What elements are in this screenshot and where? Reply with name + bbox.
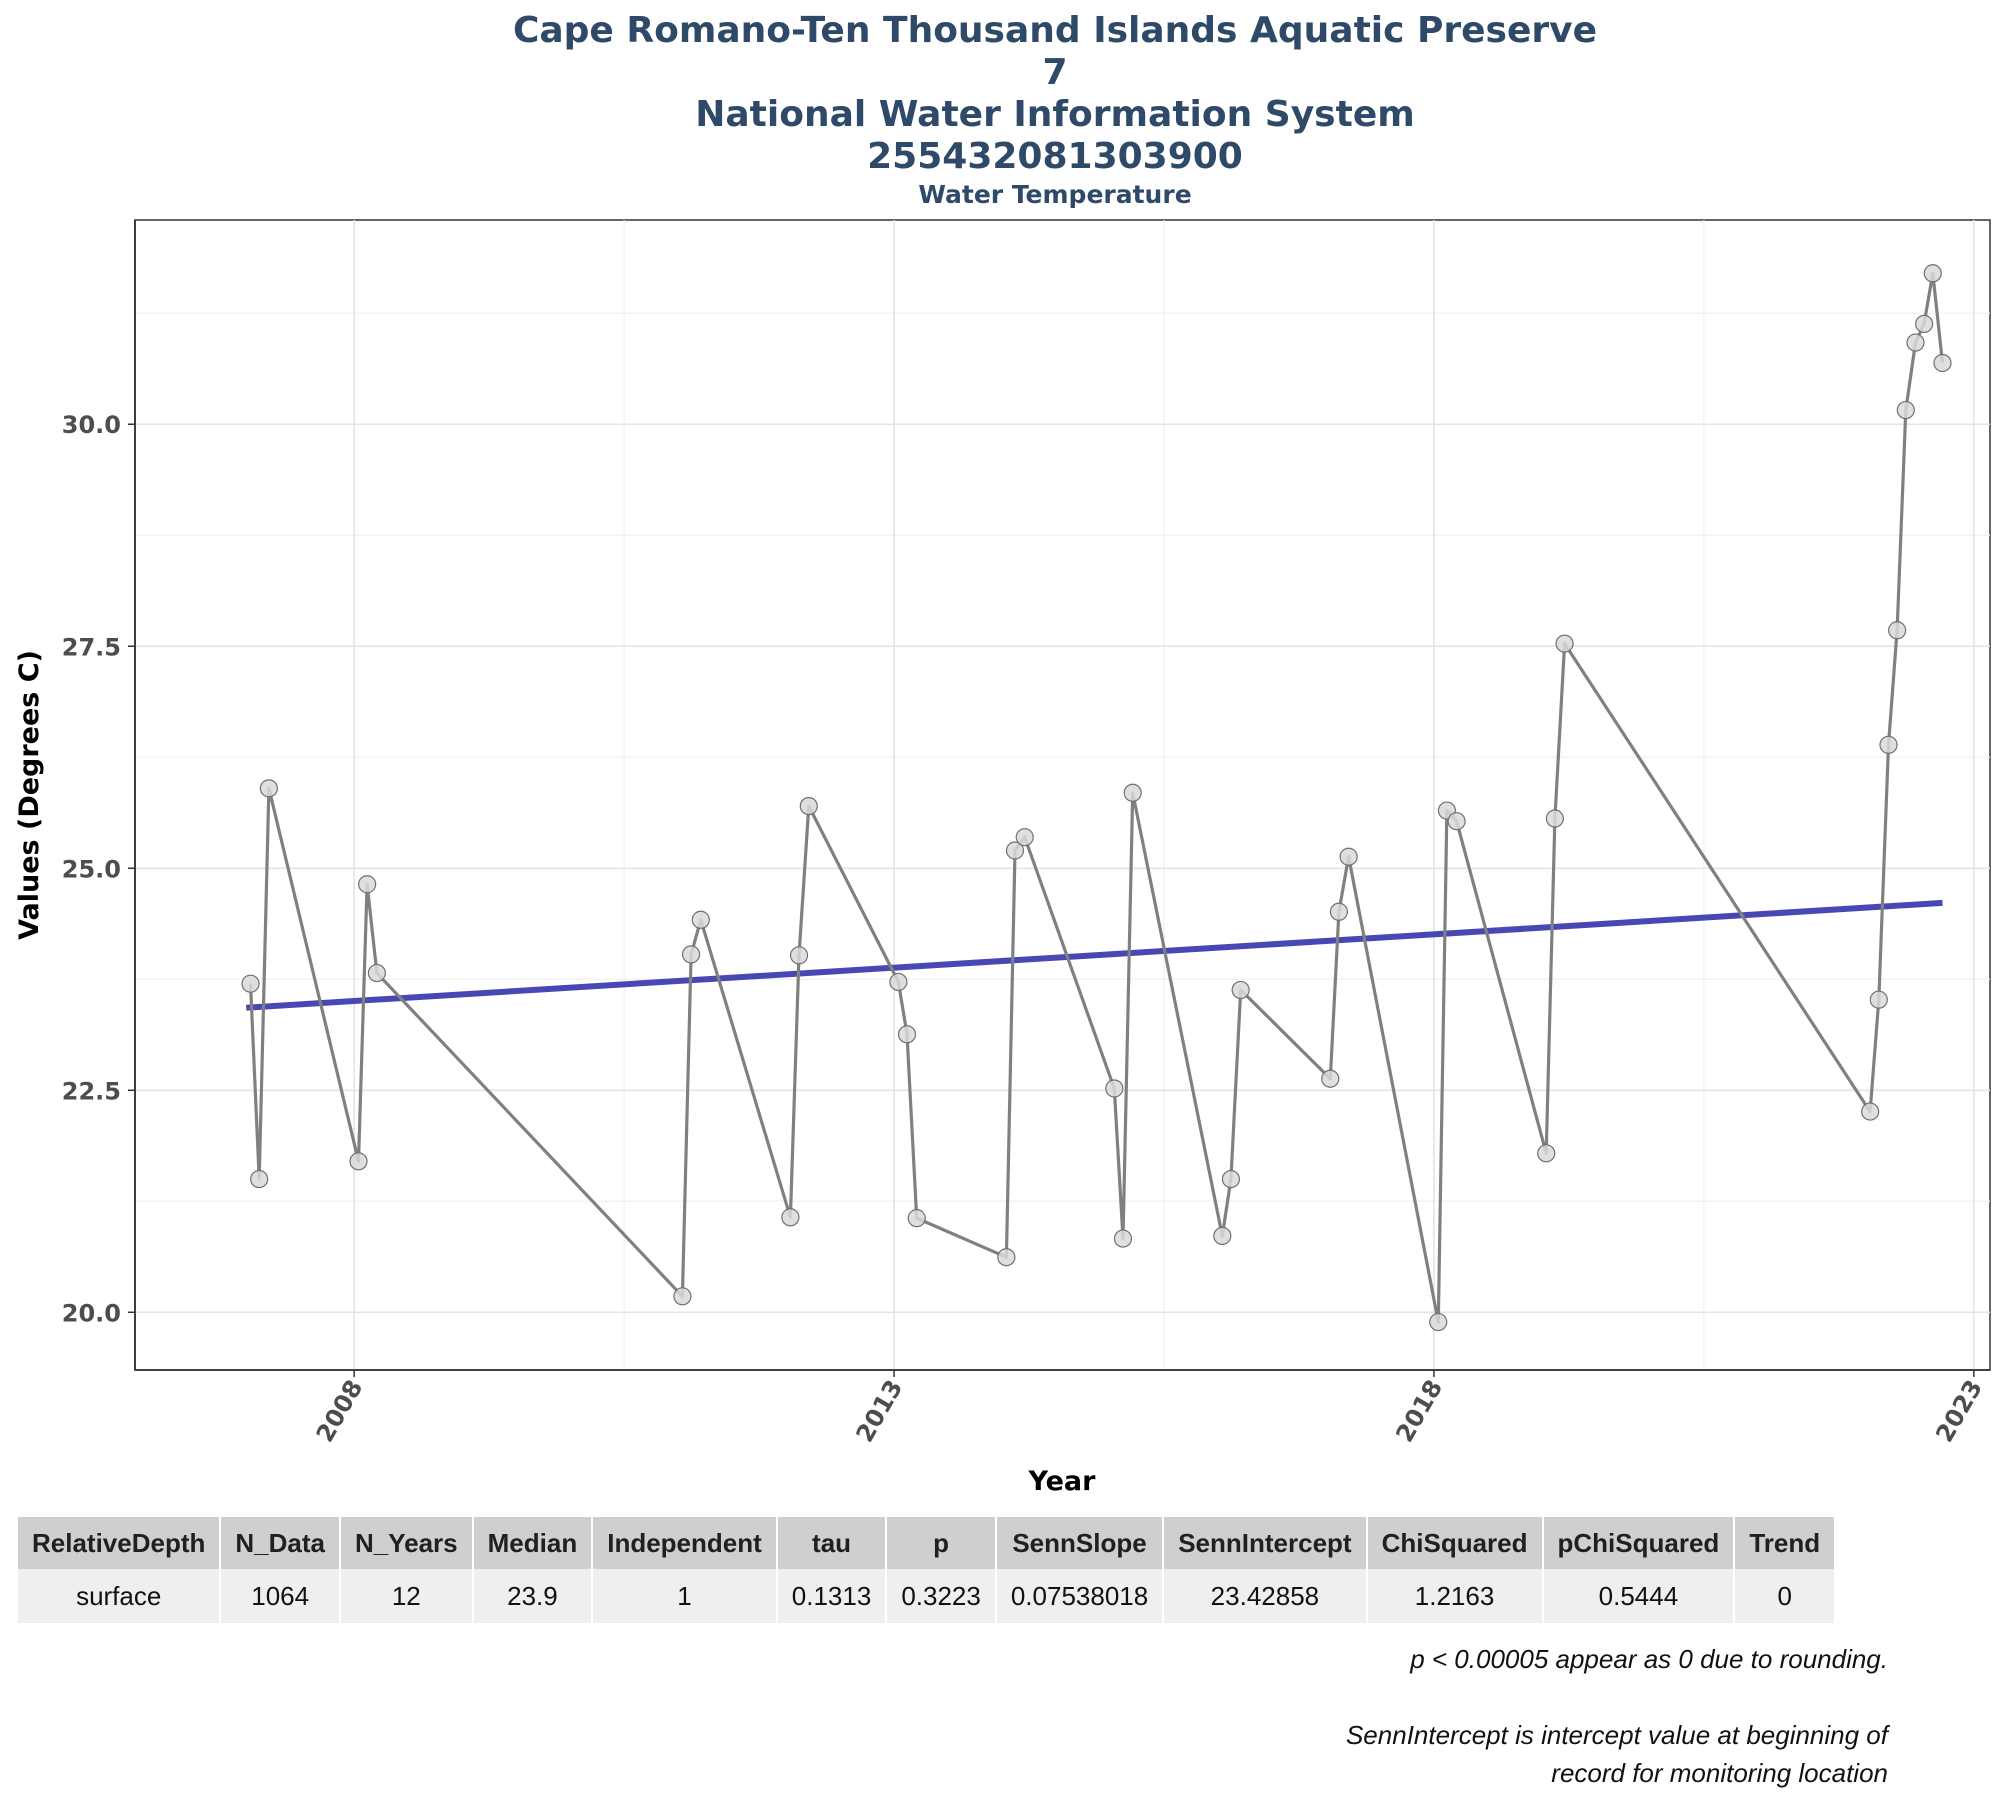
data-point: [1896, 400, 1915, 420]
x-tick-label: 2018: [1390, 1375, 1448, 1447]
x-tick-label: 2013: [851, 1375, 909, 1447]
table-header-row: RelativeDepth N_Data N_Years Median Inde…: [18, 1517, 1835, 1569]
data-point: [1329, 902, 1349, 921]
data-point: [781, 1208, 800, 1227]
chart-title-block: Cape Romano-Ten Thousand Islands Aquatic…: [0, 10, 2000, 212]
table-header: p: [887, 1517, 995, 1569]
table-cell: surface: [18, 1569, 220, 1623]
table-header: Median: [473, 1517, 592, 1569]
table-cell: 0.1313: [777, 1569, 886, 1623]
y-tick-label: 27.5: [62, 633, 121, 661]
data-point: [1339, 847, 1358, 866]
intercept-note-line: SennIntercept is intercept value at begi…: [1345, 1720, 1888, 1750]
chart-title-line: Cape Romano-Ten Thousand Islands Aquatic…: [512, 10, 1598, 51]
table-cell: 23.42858: [1164, 1569, 1366, 1623]
chart: 20.0 22.5 25.0 27.5 30.0 2008 2013 2018 2023 Yea…: [14, 219, 1991, 1497]
table-cell: 0: [1735, 1569, 1835, 1623]
trend-line: [246, 899, 1943, 1011]
data-point: [1537, 1144, 1556, 1163]
data-point: [673, 1287, 692, 1306]
table-cell: 1064: [221, 1569, 339, 1623]
table-cell: 12: [340, 1569, 472, 1623]
observation-series: [241, 264, 1952, 1332]
data-point: [259, 779, 278, 798]
series-line: [248, 271, 1945, 1324]
chart-title-line: 7: [1042, 52, 1068, 93]
data-point: [1123, 783, 1142, 802]
table-header: RelativeDepth: [18, 1517, 220, 1569]
y-tick-label: 30.0: [62, 411, 121, 439]
data-point: [1933, 353, 1952, 373]
data-point: [1906, 333, 1925, 352]
y-tick-label: 22.5: [62, 1077, 121, 1105]
data-point: [1429, 1312, 1448, 1332]
chart-subtitle: Water Temperature: [918, 180, 1192, 209]
data-point: [1915, 314, 1934, 333]
x-tick-label: 2008: [311, 1375, 369, 1447]
y-tick-label: 20.0: [62, 1299, 121, 1327]
table-cell: 23.9: [473, 1569, 592, 1623]
data-point: [897, 1025, 917, 1044]
footnotes: p < 0.00005 appear as 0 due to rounding.…: [1128, 1640, 1888, 1792]
y-tick-label: 25.0: [62, 855, 121, 883]
data-point: [349, 1152, 368, 1171]
chart-title-line: 255432081303900: [867, 136, 1243, 177]
data-point: [1113, 1229, 1133, 1248]
statistics-table: RelativeDepth N_Data N_Years Median Inde…: [16, 1517, 1836, 1623]
y-axis-label: Values (Degrees C): [14, 650, 45, 940]
data-point: [1221, 1169, 1241, 1189]
data-point: [681, 945, 701, 964]
x-axis-label: Year: [1028, 1466, 1097, 1497]
table-header: Trend: [1735, 1517, 1835, 1569]
table-header: SennIntercept: [1164, 1517, 1366, 1569]
data-point: [358, 875, 377, 894]
data-point: [250, 1169, 269, 1189]
data-point: [889, 972, 908, 992]
data-point: [799, 797, 818, 816]
trend-line-group: [246, 899, 1943, 1011]
data-point: [367, 963, 386, 983]
rounding-note: p < 0.00005 appear as 0 due to rounding.: [1410, 1644, 1888, 1674]
data-point: [997, 1248, 1016, 1267]
intercept-note-line: record for monitoring location: [1551, 1758, 1888, 1788]
table-header: pChiSquared: [1543, 1517, 1734, 1569]
table-header: N_Years: [340, 1517, 472, 1569]
plot-panel: [134, 219, 1991, 1371]
data-point: [241, 974, 260, 993]
table-header: ChiSquared: [1367, 1517, 1542, 1569]
table-header: Independent: [593, 1517, 776, 1569]
grid: [135, 220, 1990, 1370]
data-point: [1447, 812, 1466, 831]
data-point: [1213, 1226, 1232, 1246]
chart-title-line: National Water Information System: [695, 94, 1415, 135]
data-point: [1545, 809, 1564, 828]
data-point: [1888, 621, 1907, 640]
table-cell: 0.3223: [887, 1569, 995, 1623]
table-cell: 0.5444: [1543, 1569, 1734, 1623]
data-point: [1861, 1102, 1880, 1121]
data-point: [1879, 735, 1898, 754]
data-point: [1105, 1079, 1124, 1098]
data-point: [1321, 1069, 1340, 1088]
table-cell: 0.07538018: [996, 1569, 1163, 1623]
data-point: [691, 910, 710, 929]
data-point: [789, 946, 809, 965]
table-header: SennSlope: [996, 1517, 1163, 1569]
data-point: [1005, 841, 1025, 860]
x-tick-label: 2023: [1930, 1375, 1988, 1447]
table-row: surface 1064 12 23.9 1 0.1313 0.3223 0.0…: [18, 1569, 1835, 1623]
data-point: [1231, 980, 1250, 1000]
data-point: [907, 1209, 926, 1228]
table-header: tau: [777, 1517, 886, 1569]
table-header: N_Data: [221, 1517, 339, 1569]
table-cell: 1.2163: [1367, 1569, 1542, 1623]
data-point: [1923, 264, 1942, 283]
data-point: [1869, 990, 1888, 1009]
table-cell: 1: [593, 1569, 776, 1623]
data-point: [1015, 828, 1034, 847]
data-point: [1555, 634, 1574, 653]
